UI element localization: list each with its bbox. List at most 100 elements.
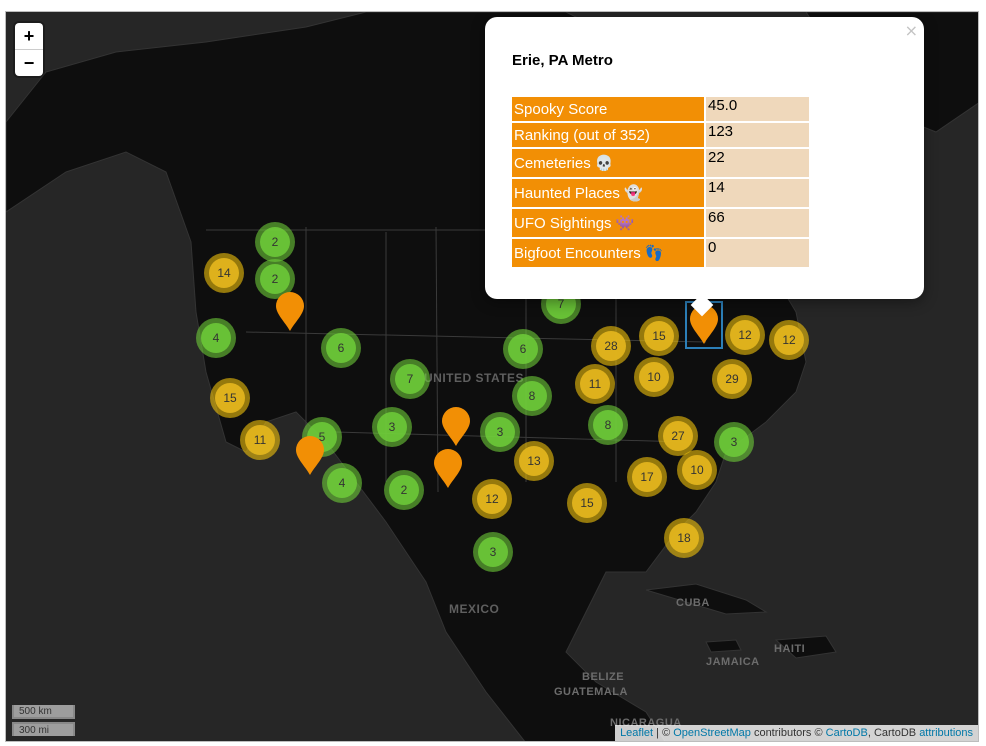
label-belize: BELIZE [582,671,625,683]
cartodb-link[interactable]: CartoDB [825,727,868,739]
osm-link[interactable]: OpenStreetMap [673,727,751,739]
cluster-count: 4 [327,468,357,498]
stat-label: Spooky Score [512,97,706,123]
cluster-marker[interactable]: 15 [210,378,250,418]
attributions-link[interactable]: attributions [919,727,973,739]
stats-row: Haunted Places 👻 14 [512,178,809,209]
attribution-sep: | © [653,727,674,739]
cluster-count: 18 [669,523,699,553]
stat-label: Cemeteries 💀 [512,148,706,179]
cluster-marker[interactable]: 12 [725,315,765,355]
zoom-in-button[interactable]: + [23,26,35,46]
leaflet-link[interactable]: Leaflet [620,727,654,739]
popup-title: Erie, PA Metro [512,52,613,69]
cluster-marker[interactable]: 2 [255,259,295,299]
cluster-marker[interactable]: 11 [240,420,280,460]
stat-label: UFO Sightings 👾 [512,208,706,239]
cluster-marker[interactable]: 14 [204,253,244,293]
cluster-count: 15 [572,488,602,518]
cluster-marker[interactable]: 11 [575,364,615,404]
location-pin-icon[interactable] [275,292,305,332]
label-jamaica: JAMAICA [706,656,760,668]
attribution-contrib: contributors © [750,727,826,739]
cluster-count: 11 [245,425,275,455]
selected-location-pin-icon[interactable] [685,301,723,349]
zoom-out-button[interactable]: − [15,49,43,76]
stat-value: 66 [705,208,809,239]
cluster-count: 12 [774,325,804,355]
cluster-count: 3 [485,417,515,447]
cluster-marker[interactable]: 6 [321,328,361,368]
cluster-marker[interactable]: 10 [634,357,674,397]
cluster-marker[interactable]: 8 [588,405,628,445]
stat-value: 0 [705,238,809,269]
stats-row: Bigfoot Encounters 👣 0 [512,238,809,269]
cluster-marker[interactable]: 15 [639,316,679,356]
cluster-marker[interactable]: 10 [677,450,717,490]
cluster-count: 17 [632,462,662,492]
location-popup: × Erie, PA Metro Spooky Score 45.0 Ranki… [485,17,924,317]
cluster-marker[interactable]: 12 [472,479,512,519]
cluster-marker[interactable]: 27 [658,416,698,456]
stats-table: Spooky Score 45.0 Ranking (out of 352) 1… [512,97,809,269]
cluster-marker[interactable]: 4 [322,463,362,503]
stat-value: 14 [705,178,809,209]
cluster-count: 12 [477,484,507,514]
location-pin-icon[interactable] [295,436,325,476]
cluster-count: 11 [580,369,610,399]
cluster-count: 3 [377,412,407,442]
cluster-count: 10 [682,455,712,485]
scale-bar-mi: 300 mi [12,722,75,736]
stat-value: 45.0 [705,97,809,123]
cluster-count: 29 [717,364,747,394]
label-cuba: CUBA [676,597,710,609]
cluster-marker[interactable]: 3 [473,532,513,572]
cluster-marker[interactable]: 17 [627,457,667,497]
cluster-marker[interactable]: 6 [503,329,543,369]
cluster-marker[interactable]: 3 [714,422,754,462]
label-haiti: HAITI [774,643,806,655]
cluster-marker[interactable]: 3 [480,412,520,452]
cluster-marker[interactable]: 28 [591,326,631,366]
location-pin-icon[interactable] [433,449,463,489]
map-container[interactable]: UNITED STATES MEXICO CUBA HAITI JAMAICA … [5,11,979,742]
cluster-marker[interactable]: 2 [255,222,295,262]
cluster-marker[interactable]: 12 [769,320,809,360]
popup-close-button[interactable]: × [904,21,918,40]
label-united-states: UNITED STATES [424,371,525,385]
location-pin-icon[interactable] [441,407,471,447]
cluster-marker[interactable]: 29 [712,359,752,399]
stats-row: Ranking (out of 352) 123 [512,122,809,149]
cluster-count: 6 [326,333,356,363]
cuba-land [645,583,768,615]
cluster-count: 6 [508,334,538,364]
cluster-count: 15 [644,321,674,351]
cluster-marker[interactable]: 4 [196,318,236,358]
cluster-count: 4 [201,323,231,353]
cluster-count: 2 [389,475,419,505]
label-mexico: MEXICO [449,602,500,616]
cluster-marker[interactable]: 8 [512,376,552,416]
cluster-count: 3 [478,537,508,567]
stat-label: Ranking (out of 352) [512,122,706,149]
stat-label: Haunted Places 👻 [512,178,706,209]
stat-value: 22 [705,148,809,179]
stats-row: UFO Sightings 👾 66 [512,208,809,239]
hispaniola-land [774,635,837,659]
stat-value: 123 [705,122,809,149]
stats-row: Spooky Score 45.0 [512,97,809,123]
jamaica-land [705,639,742,653]
cluster-count: 28 [596,331,626,361]
cluster-count: 8 [517,381,547,411]
cluster-marker[interactable]: 7 [390,359,430,399]
cluster-marker[interactable]: 18 [664,518,704,558]
stats-row: Cemeteries 💀 22 [512,148,809,179]
cluster-marker[interactable]: 2 [384,470,424,510]
cluster-count: 8 [593,410,623,440]
cluster-marker[interactable]: 3 [372,407,412,447]
cluster-count: 2 [260,227,290,257]
cluster-marker[interactable]: 15 [567,483,607,523]
cluster-count: 2 [260,264,290,294]
cluster-count: 12 [730,320,760,350]
cluster-marker[interactable]: 13 [514,441,554,481]
